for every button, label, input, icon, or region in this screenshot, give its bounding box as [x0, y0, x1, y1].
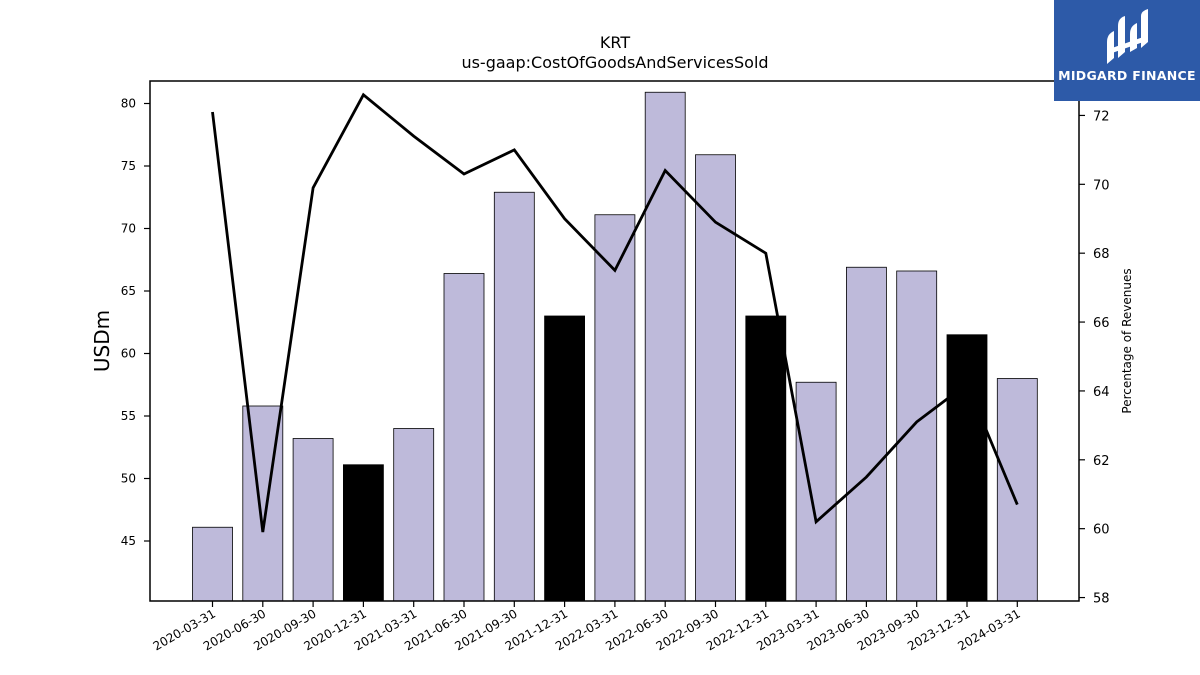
midgard-finance-logo: MIDGARD FINANCE — [1054, 0, 1200, 101]
y-tick-label: 50 — [121, 472, 136, 486]
y-axis-label: USDm — [90, 310, 114, 372]
y-tick-label: 75 — [121, 159, 136, 173]
bar — [795, 381, 837, 602]
bar — [745, 315, 787, 602]
bar — [996, 378, 1038, 602]
y2-axis-label: Percentage of Revenues — [1120, 268, 1134, 413]
y2-tick-label: 60 — [1093, 523, 1110, 538]
midgard-logo-icon — [1107, 9, 1148, 64]
y-tick-label: 80 — [121, 97, 136, 111]
bar — [544, 315, 585, 602]
y2-tick-label: 70 — [1093, 178, 1110, 193]
y-tick-label: 55 — [121, 409, 136, 423]
line-layer — [211, 92, 1019, 533]
y2-tick-label: 64 — [1093, 385, 1110, 400]
bar — [644, 91, 686, 602]
bar — [192, 526, 233, 602]
logo-text: MIDGARD FINANCE — [1058, 68, 1196, 83]
y-tick-label: 70 — [121, 222, 136, 236]
bar — [946, 334, 988, 602]
left-axis-ticks: 45 50 55 60 65 70 75 80 — [121, 97, 150, 548]
chart-subtitle: us-gaap:CostOfGoodsAndServicesSold — [461, 53, 768, 72]
y-tick-label: 45 — [121, 534, 136, 548]
bar — [443, 273, 485, 602]
bar-layer — [192, 91, 1038, 602]
bar — [493, 191, 535, 602]
y-tick-label: 60 — [121, 347, 136, 361]
bar — [846, 266, 887, 602]
right-axis-ticks: 58 60 62 64 66 68 70 72 — [1079, 109, 1110, 607]
bar — [342, 464, 384, 602]
series-line — [211, 92, 1019, 533]
x-axis-ticks: 2020-03-312020-06-302020-09-302020-12-31… — [151, 601, 1023, 653]
bar — [594, 214, 636, 602]
chart-title: KRT — [600, 33, 630, 52]
y2-tick-label: 68 — [1093, 247, 1110, 262]
y2-tick-label: 72 — [1093, 109, 1110, 124]
y-tick-label: 65 — [121, 284, 136, 298]
y2-tick-label: 58 — [1093, 592, 1110, 607]
y2-tick-label: 62 — [1093, 454, 1110, 469]
bar — [393, 428, 435, 602]
y2-tick-label: 66 — [1093, 316, 1110, 331]
bar — [292, 438, 334, 602]
